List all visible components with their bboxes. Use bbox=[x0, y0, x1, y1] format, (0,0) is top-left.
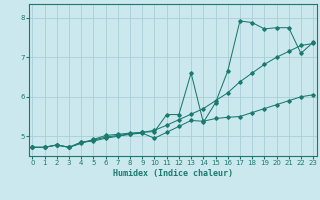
X-axis label: Humidex (Indice chaleur): Humidex (Indice chaleur) bbox=[113, 169, 233, 178]
